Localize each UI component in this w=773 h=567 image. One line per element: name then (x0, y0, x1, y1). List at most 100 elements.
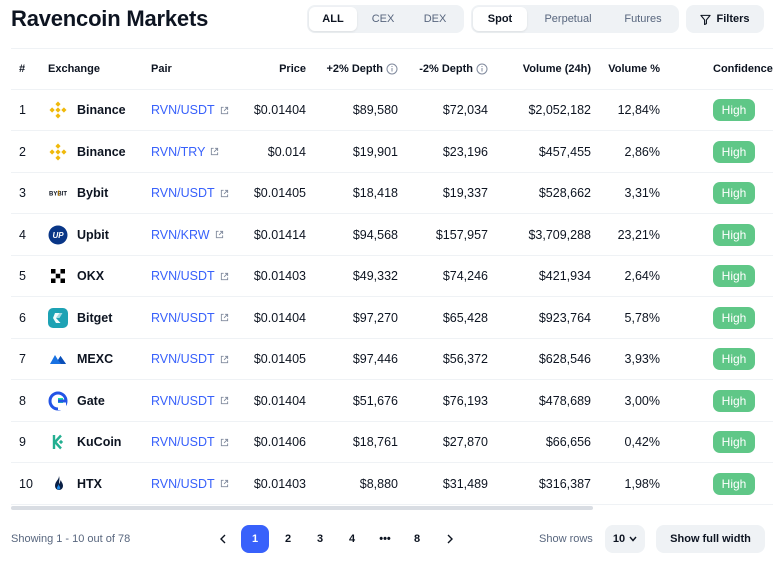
volume-cell: $2,052,182 (528, 103, 591, 117)
external-link-icon (220, 396, 229, 405)
page-ellipsis: ••• (379, 533, 391, 545)
col-plus-depth[interactable]: +2% Depth (311, 49, 398, 89)
pair-cell: RVN/USDT (151, 422, 241, 462)
col-minus-depth[interactable]: -2% Depth (403, 49, 488, 89)
table-row[interactable]: 10 HTX RVN/USDT $0.01403 $8,880 $31,489 $316,3… (11, 464, 773, 505)
confidence-cell: High (713, 422, 755, 462)
table-row[interactable]: 9 KuCoin RVN/USDT $0.01406 $18,761 $27,870 $66… (11, 422, 773, 463)
info-icon[interactable] (476, 63, 488, 75)
pair-link[interactable]: RVN/USDT (151, 394, 229, 408)
prev-page-button[interactable] (209, 525, 237, 553)
table-footer: Showing 1 - 10 out of 78 1 2 3 4 ••• 8 S… (0, 520, 773, 560)
table-row[interactable]: 8 Gate RVN/USDT $0.01404 $51,676 $76,193 $478,… (11, 381, 773, 422)
confidence-cell: High (713, 173, 755, 213)
tab-dex[interactable]: DEX (423, 13, 447, 25)
exchange-cell[interactable]: KuCoin (48, 422, 148, 462)
row-number: 5 (19, 269, 26, 283)
pair-link[interactable]: RVN/USDT (151, 103, 229, 117)
exchange-name: KuCoin (77, 435, 122, 449)
pair-link[interactable]: RVN/USDT (151, 269, 229, 283)
row-number: 9 (19, 435, 26, 449)
page-4-button[interactable]: 4 (348, 533, 356, 545)
table-row[interactable]: 7 MEXC RVN/USDT $0.01405 $97,446 $56,372 $628,… (11, 339, 773, 380)
pair-link[interactable]: RVN/USDT (151, 311, 229, 325)
price-cell: $0.01404 (253, 393, 306, 408)
page-8-button[interactable]: 8 (413, 533, 421, 545)
plus-depth-cell: $18,418 (352, 186, 398, 200)
rows-per-page-select[interactable]: 10 (605, 525, 645, 553)
show-full-width-button[interactable]: Show full width (656, 525, 765, 553)
table-row[interactable]: 1 Binance RVN/USDT $0.01404 $89,580 $72,034 $2… (11, 90, 773, 131)
col-exchange[interactable]: Exchange (48, 63, 100, 75)
page-1-button[interactable]: 1 (241, 525, 269, 553)
minus-depth-cell: $72,034 (442, 103, 488, 117)
exchange-cell[interactable]: UP Upbit (48, 215, 148, 255)
pair-link[interactable]: RVN/KRW (151, 228, 224, 242)
col-pair[interactable]: Pair (151, 63, 172, 75)
col-confidence[interactable]: Confidence (713, 49, 773, 89)
price-cell: $0.01403 (253, 269, 306, 283)
table-row[interactable]: 5 OKX RVN/USDT $0.01403 $49,332 $74,246 $421,9… (11, 256, 773, 297)
volume-cell: $457,455 (538, 144, 591, 159)
exchange-cell[interactable]: Binance (48, 132, 148, 172)
col-volume-pct[interactable]: Volume % (608, 63, 660, 75)
exchange-cell[interactable]: BYBIT Bybit (48, 173, 148, 213)
horizontal-scrollbar[interactable] (11, 506, 593, 510)
table-row[interactable]: 6 Bitget RVN/USDT $0.01404 $97,270 $65,428 $92… (11, 298, 773, 339)
plus-depth-cell: $97,446 (352, 352, 398, 366)
table-row[interactable]: 4 UP Upbit RVN/KRW $0.01414 $94,568 $157,957 $3… (11, 215, 773, 256)
upbit-icon: UP (48, 225, 68, 245)
tab-futures[interactable]: Futures (624, 13, 662, 25)
page-2-button[interactable]: 2 (284, 533, 292, 545)
exchange-cell[interactable]: MEXC (48, 339, 148, 379)
pair-cell: RVN/USDT (151, 90, 241, 130)
confidence-badge: High (713, 472, 755, 495)
table-header-row: # Exchange Pair Price +2% Depth -2% Dept… (11, 48, 773, 90)
col-volume[interactable]: Volume (24h) (522, 63, 591, 75)
exchange-cell[interactable]: Gate (48, 381, 148, 421)
mexc-icon (48, 349, 68, 369)
pair-link[interactable]: RVN/USDT (151, 352, 229, 366)
minus-depth-cell: $65,428 (442, 310, 488, 325)
pair-label: RVN/USDT (151, 352, 215, 366)
info-icon[interactable] (386, 63, 398, 75)
volume-pct-cell: 1,98% (624, 476, 660, 491)
page-3-button[interactable]: 3 (316, 533, 324, 545)
next-page-button[interactable] (436, 525, 464, 553)
product-type-switch: Spot Perpetual Futures (471, 5, 679, 33)
exchange-cell[interactable]: OKX (48, 256, 148, 296)
pair-link[interactable]: RVN/USDT (151, 477, 229, 491)
exchange-name: HTX (77, 476, 102, 491)
filters-label: Filters (716, 13, 750, 25)
pair-cell: RVN/TRY (151, 132, 241, 172)
external-link-icon (210, 147, 219, 156)
tab-all[interactable]: ALL (309, 7, 357, 31)
pair-cell: RVN/USDT (151, 256, 241, 296)
page-title: Ravencoin Markets (11, 6, 209, 31)
minus-depth-cell: $74,246 (442, 269, 488, 283)
tab-spot[interactable]: Spot (473, 7, 527, 31)
table-row[interactable]: 2 Binance RVN/TRY $0.014 $19,901 $23,196 $457,… (11, 132, 773, 173)
exchange-cell[interactable]: Bitget (48, 298, 148, 338)
pair-label: RVN/USDT (151, 186, 215, 200)
bybit-icon: BYBIT (48, 183, 68, 203)
price-cell: $0.01403 (253, 476, 306, 491)
col-price[interactable]: Price (279, 63, 306, 75)
exchange-cell[interactable]: Binance (48, 90, 148, 130)
confidence-badge: High (713, 99, 755, 121)
table-row[interactable]: 3 BYBIT Bybit RVN/USDT $0.01405 $18,418 $19,33… (11, 173, 773, 214)
tab-perpetual[interactable]: Perpetual (544, 13, 592, 25)
show-rows-label: Show rows (539, 533, 593, 545)
chevron-right-icon (447, 534, 453, 544)
volume-cell: $3,709,288 (528, 227, 591, 242)
tab-cex[interactable]: CEX (371, 13, 395, 25)
exchange-name: MEXC (77, 352, 114, 366)
pair-link[interactable]: RVN/TRY (151, 145, 219, 159)
price-cell: $0.01405 (253, 186, 306, 200)
pair-link[interactable]: RVN/USDT (151, 186, 229, 200)
pair-link[interactable]: RVN/USDT (151, 435, 229, 449)
filters-button[interactable]: Filters (686, 5, 764, 33)
exchange-cell[interactable]: HTX (48, 464, 148, 504)
confidence-cell: High (713, 215, 755, 255)
pair-label: RVN/USDT (151, 310, 215, 325)
